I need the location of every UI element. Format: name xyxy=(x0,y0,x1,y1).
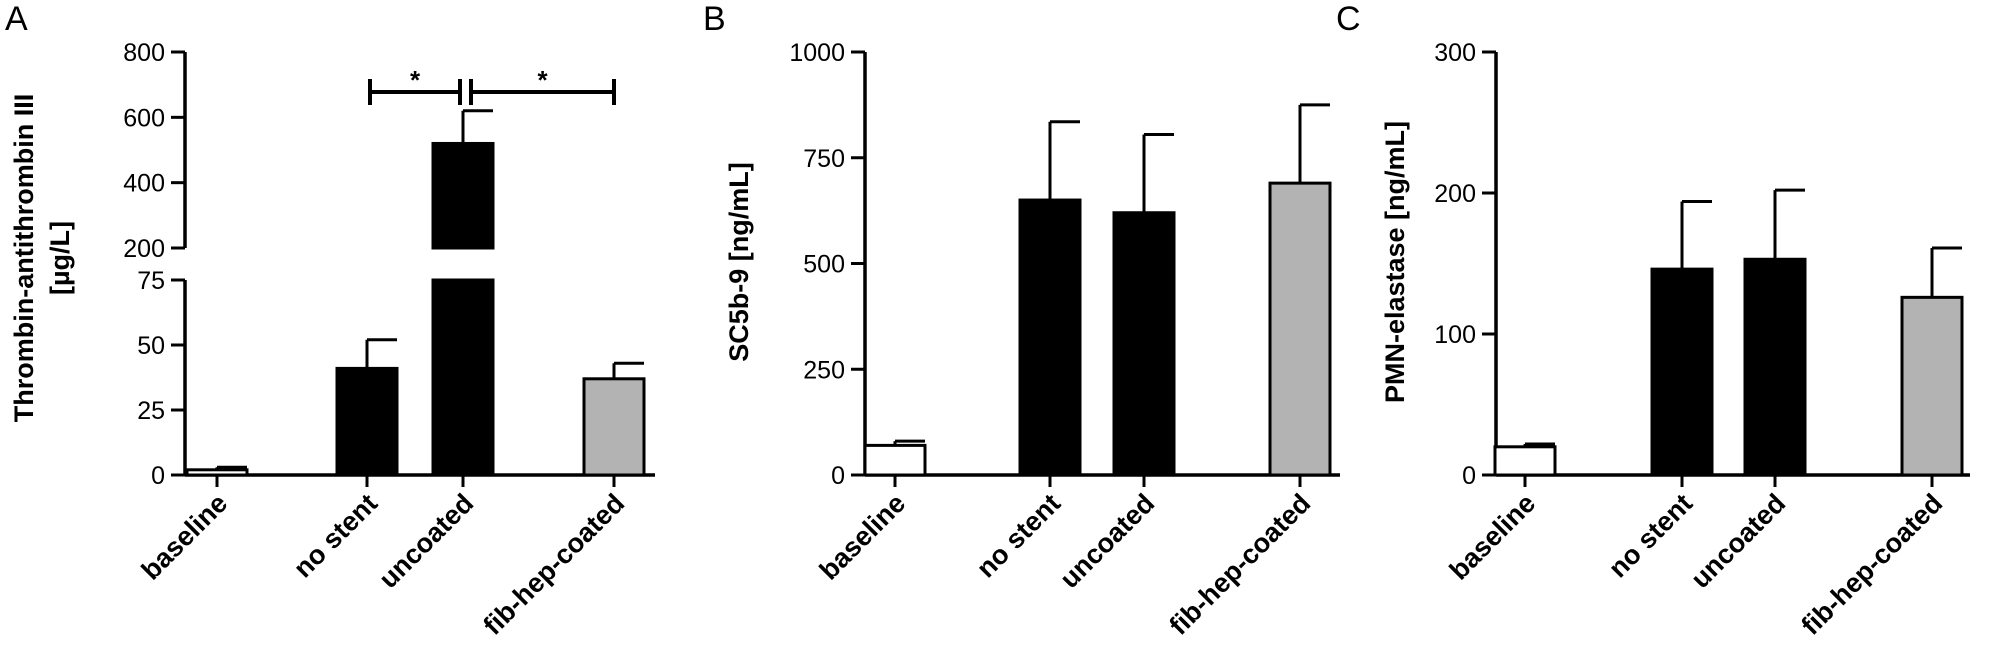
bar-uncoated-lower xyxy=(431,278,495,477)
error-bar-baseline xyxy=(893,439,925,446)
y-tick-label: 500 xyxy=(803,251,845,279)
bar-baseline xyxy=(185,468,249,477)
significance-label: * xyxy=(410,65,421,95)
panel-c-pmn-elastase-chart: C 0 100 200 300 PMN-elastase [ng/mL] baseline n… xyxy=(1336,0,1970,641)
y-tick-label: 800 xyxy=(123,39,165,67)
x-tick-label-uncoated: uncoated xyxy=(1054,488,1160,594)
error-bar-baseline xyxy=(215,465,247,470)
y-axis-title: PMN-elastase [ng/mL] xyxy=(1380,121,1410,403)
x-tick-label-fib-hep-coated: fib-hep-coated xyxy=(1164,488,1317,641)
y-tick-label: 200 xyxy=(123,235,165,263)
bar-no-stent xyxy=(1650,267,1714,477)
x-tick-label-baseline: baseline xyxy=(814,488,912,586)
bar-no-stent xyxy=(1018,198,1082,477)
significance-bracket xyxy=(368,79,462,105)
error-bar-uncoated xyxy=(461,109,493,144)
panel-letter: B xyxy=(703,0,726,38)
bar-fib-hep-coated xyxy=(1900,295,1964,477)
panel-a-thrombin-chart: A 0 25 50 75 200 400 600 800 Thrombin-antithrombi… xyxy=(5,0,655,641)
bar-uncoated xyxy=(1112,211,1176,477)
bar-uncoated xyxy=(1743,257,1807,477)
panel-letter: C xyxy=(1336,0,1361,38)
y-tick-label: 750 xyxy=(803,145,845,173)
x-tick-label-baseline: baseline xyxy=(1444,488,1542,586)
y-axis-title: Thrombin-antithrombin III xyxy=(9,94,39,422)
x-tick-label-no-stent: no stent xyxy=(971,488,1066,583)
y-tick-label: 600 xyxy=(123,104,165,132)
x-tick-label-no-stent: no stent xyxy=(288,488,383,583)
bar-baseline xyxy=(863,443,927,477)
error-bar-no-stent xyxy=(1680,199,1712,270)
error-bar-fib-hep-coated xyxy=(612,361,644,379)
y-tick-label: 100 xyxy=(1434,321,1476,349)
error-bar-fib-hep-coated xyxy=(1298,103,1330,184)
bar-no-stent xyxy=(335,366,399,477)
bar-fib-hep-coated xyxy=(582,377,646,477)
y-tick-label: 75 xyxy=(137,267,165,295)
bar-uncoated-upper xyxy=(431,141,495,250)
y-tick-label: 1000 xyxy=(789,39,845,67)
y-tick-label: 0 xyxy=(1462,462,1476,490)
error-bar-uncoated xyxy=(1142,132,1174,213)
error-bar-no-stent xyxy=(365,338,397,369)
significance-bracket xyxy=(469,79,616,105)
y-tick-label: 300 xyxy=(1434,39,1476,67)
panel-letter: A xyxy=(5,0,28,38)
y-tick-label: 400 xyxy=(123,170,165,198)
error-bar-baseline xyxy=(1523,442,1555,447)
error-bar-fib-hep-coated xyxy=(1930,246,1962,298)
bar-fib-hep-coated xyxy=(1268,181,1332,477)
y-axis-title: SC5b-9 [ng/mL] xyxy=(724,162,754,362)
y-tick-label: 50 xyxy=(137,332,165,360)
y-tick-label: 0 xyxy=(151,462,165,490)
error-bar-no-stent xyxy=(1048,120,1080,201)
x-tick-label-fib-hep-coated: fib-hep-coated xyxy=(1796,488,1949,641)
y-axis-title-unit: [µg/L] xyxy=(45,221,75,295)
y-tick-label: 0 xyxy=(831,462,845,490)
x-tick-label-no-stent: no stent xyxy=(1603,488,1698,583)
x-tick-label-baseline: baseline xyxy=(136,488,234,586)
y-tick-label: 25 xyxy=(137,397,165,425)
y-tick-label: 200 xyxy=(1434,180,1476,208)
x-tick-label-fib-hep-coated: fib-hep-coated xyxy=(478,488,631,641)
x-tick-label-uncoated: uncoated xyxy=(373,488,479,594)
significance-label: * xyxy=(537,65,548,95)
x-tick-label-uncoated: uncoated xyxy=(1685,488,1791,594)
error-bar-uncoated xyxy=(1773,188,1805,260)
panel-b-sc5b9-chart: B 0 250 500 750 1000 SC5b-9 [ng/mL] baseline no … xyxy=(703,0,1340,641)
y-axis-title-group: Thrombin-antithrombin III [µg/L] xyxy=(9,94,75,422)
y-tick-label: 250 xyxy=(803,356,845,384)
bar-baseline xyxy=(1493,445,1557,477)
